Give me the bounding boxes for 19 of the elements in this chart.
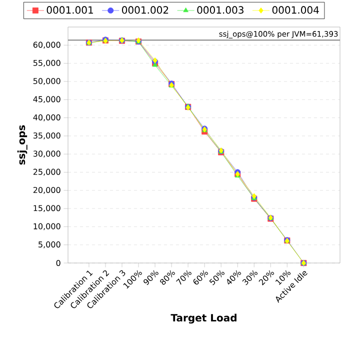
legend-label: 0001.001: [46, 6, 93, 14]
y-tick-label: 50,000: [33, 78, 60, 85]
y-tick-label: 25,000: [33, 168, 60, 176]
legend-label: 0001.002: [122, 6, 168, 14]
y-tick-label: 20,000: [33, 186, 60, 194]
legend-label: 0001.003: [197, 6, 244, 14]
x-axis-title: Target Load: [170, 314, 236, 324]
y-tick-label: 0: [56, 260, 60, 266]
y-tick-label: 40,000: [33, 114, 60, 122]
legend-label: 0001.004: [272, 6, 319, 14]
y-tick-label: 15,000: [34, 205, 60, 212]
y-tick-label: 5,000: [38, 241, 60, 248]
y-axis-title: ssj_ops: [17, 125, 28, 165]
y-tick-label: 10,000: [34, 223, 60, 230]
y-tick-label: 35,000: [33, 132, 60, 140]
y-tick-label: 55,000: [33, 60, 60, 67]
y-tick-label: 60,000: [33, 42, 60, 49]
y-tick-label: 30,000: [33, 150, 60, 158]
y-tick-label: 45,000: [33, 96, 60, 104]
